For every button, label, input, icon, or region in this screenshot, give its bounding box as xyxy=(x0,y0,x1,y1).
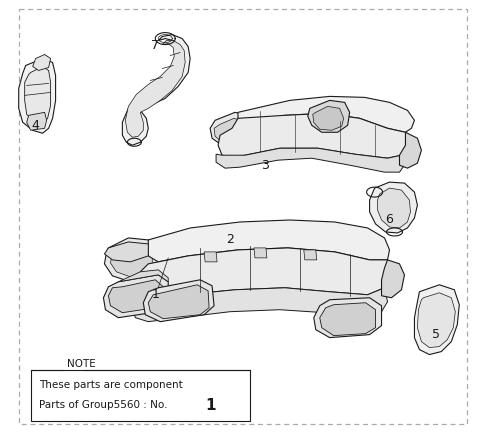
Polygon shape xyxy=(399,132,421,168)
Text: 7: 7 xyxy=(151,39,159,52)
Text: Parts of Group5560 : No.: Parts of Group5560 : No. xyxy=(39,400,167,410)
Text: 2: 2 xyxy=(226,233,234,246)
Polygon shape xyxy=(148,285,209,319)
Polygon shape xyxy=(238,96,414,132)
Polygon shape xyxy=(125,41,185,137)
Polygon shape xyxy=(313,106,344,130)
Polygon shape xyxy=(210,112,252,145)
Text: 4: 4 xyxy=(32,119,39,132)
Polygon shape xyxy=(19,58,56,133)
Polygon shape xyxy=(378,188,410,228)
Bar xyxy=(31,370,250,421)
Polygon shape xyxy=(320,303,375,336)
Polygon shape xyxy=(110,244,152,277)
Polygon shape xyxy=(27,112,47,130)
Polygon shape xyxy=(304,250,317,260)
Polygon shape xyxy=(132,288,387,322)
Polygon shape xyxy=(308,100,349,132)
Text: 6: 6 xyxy=(385,214,394,226)
Text: 3: 3 xyxy=(261,159,269,172)
Polygon shape xyxy=(370,182,418,233)
Polygon shape xyxy=(414,285,459,354)
Polygon shape xyxy=(105,238,158,282)
Polygon shape xyxy=(122,34,190,145)
Polygon shape xyxy=(24,66,50,124)
Text: NOTE: NOTE xyxy=(67,358,96,368)
Polygon shape xyxy=(103,275,168,318)
Polygon shape xyxy=(108,280,163,313)
Text: 1: 1 xyxy=(205,398,216,413)
Polygon shape xyxy=(138,248,390,300)
Polygon shape xyxy=(382,260,405,298)
Polygon shape xyxy=(119,270,168,282)
Polygon shape xyxy=(204,252,217,262)
Polygon shape xyxy=(218,113,408,158)
Polygon shape xyxy=(33,54,50,71)
Polygon shape xyxy=(105,242,148,262)
Polygon shape xyxy=(216,148,405,172)
Text: 5: 5 xyxy=(432,328,440,341)
Polygon shape xyxy=(144,280,214,322)
Polygon shape xyxy=(418,293,456,347)
Text: These parts are component: These parts are component xyxy=(39,381,182,391)
Polygon shape xyxy=(254,248,267,258)
Text: 1: 1 xyxy=(151,288,159,301)
Polygon shape xyxy=(214,118,246,143)
Polygon shape xyxy=(314,298,382,337)
Polygon shape xyxy=(148,220,390,262)
